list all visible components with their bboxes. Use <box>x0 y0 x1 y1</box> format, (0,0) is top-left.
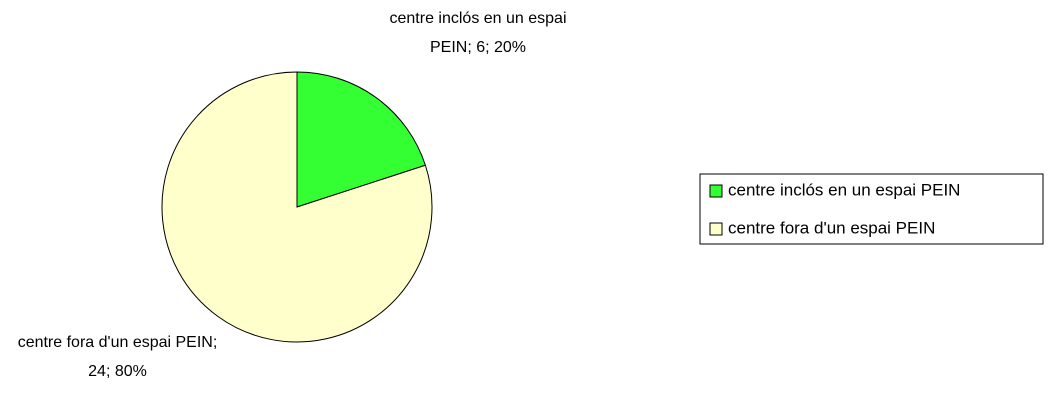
legend-label: centre fora d'un espai PEIN <box>728 218 935 237</box>
legend-swatch <box>709 184 723 198</box>
legend-label: centre inclós en un espai PEIN <box>728 180 960 199</box>
legend-box <box>699 173 1044 245</box>
pie-slice <box>161 71 433 343</box>
data-label: centre fora d'un espai PEIN; 24; 80% <box>17 334 218 380</box>
pie-slice <box>296 71 427 208</box>
data-label: centre inclós en un espai PEIN; 6; 20% <box>389 10 567 56</box>
legend-swatch <box>709 222 723 236</box>
